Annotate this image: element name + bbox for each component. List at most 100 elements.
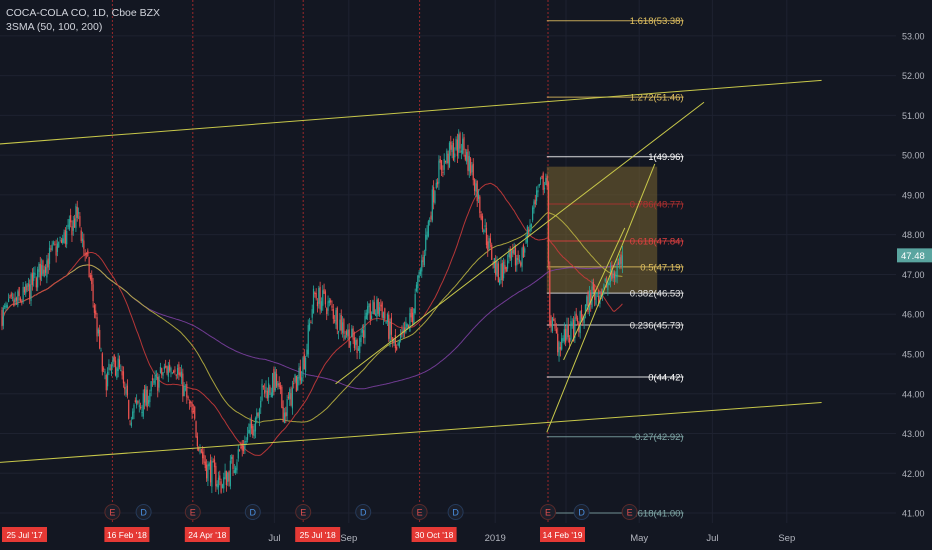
candle-body [454, 153, 456, 158]
event-marker-label: D [250, 508, 257, 518]
candle-body [405, 321, 407, 333]
candle-body [264, 390, 266, 394]
candle-body [322, 290, 324, 306]
candle-body [431, 189, 433, 221]
dividend-marker[interactable] [573, 504, 590, 520]
sma-100-line [1, 212, 623, 423]
date-label: 24 Apr '18 [188, 530, 226, 540]
candle-body [555, 329, 557, 334]
trendline-channel-upper[interactable] [0, 79, 822, 149]
event-marker-label: D [578, 508, 585, 518]
candle-body [56, 243, 59, 252]
candle-body [371, 315, 373, 320]
candle-body [39, 263, 41, 280]
candle-body [161, 368, 163, 375]
candle-body [27, 283, 29, 287]
candle-body [440, 160, 443, 171]
candle-body [215, 465, 217, 487]
candle-body [146, 389, 148, 408]
candle-body [93, 305, 95, 313]
candle-body [92, 284, 94, 302]
candle-body [398, 340, 400, 347]
candle-body [121, 370, 123, 376]
candle-body [250, 420, 253, 429]
earnings-marker[interactable] [621, 504, 638, 520]
date-label-bg [104, 527, 150, 542]
candle-body [571, 322, 573, 324]
chart-legend: COCA-COLA CO, 1D, Cboe BZX 3SMA (50, 100… [6, 6, 160, 34]
trendline-wedge-lower[interactable] [546, 163, 656, 433]
candle-body [107, 371, 109, 387]
candle-body [512, 249, 514, 254]
sma-50-line [1, 182, 623, 456]
candle-body [254, 418, 257, 432]
candle-body [240, 446, 242, 449]
trendlines[interactable] [0, 79, 822, 467]
date-label-bg [184, 527, 230, 542]
candle-body [572, 319, 575, 342]
candle-body [302, 357, 304, 377]
dividend-marker[interactable] [355, 504, 372, 520]
candle-body [310, 322, 312, 324]
candle-body [312, 288, 315, 314]
candle-body [434, 191, 436, 203]
candle-body [437, 181, 439, 185]
candle-body [530, 223, 532, 227]
price-tick-label: 47.00 [902, 270, 925, 280]
candle-body [175, 374, 177, 376]
candle-body [51, 244, 53, 250]
symbol-title[interactable]: COCA-COLA CO, 1D, Cboe BZX [6, 7, 161, 19]
candle-body [70, 215, 72, 223]
event-marker-label: D [140, 508, 147, 518]
fib-retracement[interactable]: 1.618(53.38) 1.272(51.46) 1(49.96) 0.786(48… [546, 16, 684, 520]
indicator-title[interactable]: 3SMA (50, 100, 200) [6, 21, 103, 33]
candle-body [598, 295, 600, 304]
earnings-marker[interactable] [184, 504, 201, 520]
candle-body [542, 173, 544, 190]
candle-body [496, 260, 498, 277]
candle-body [340, 314, 342, 331]
candle-body [299, 366, 301, 381]
candle-body [386, 314, 389, 322]
time-tick-label: Sep [340, 533, 357, 544]
candle-body [566, 324, 568, 340]
price-tick-label: 52.00 [902, 71, 925, 81]
candle-body [167, 366, 169, 377]
candle-body [91, 275, 93, 285]
earnings-marker[interactable] [104, 504, 121, 520]
candle-body [153, 381, 155, 383]
candle-body [83, 240, 85, 249]
candle-body [497, 263, 499, 283]
dividend-marker[interactable] [135, 504, 152, 520]
candle-body [96, 317, 98, 337]
dividend-marker[interactable] [244, 504, 261, 520]
candle-body [396, 346, 398, 350]
candle-body [55, 246, 57, 256]
candle-body [14, 297, 16, 303]
candle-body [256, 412, 258, 419]
earnings-marker[interactable] [540, 504, 556, 520]
candle-body [80, 230, 82, 242]
trendline-rising-support[interactable] [335, 101, 705, 385]
candle-body [199, 450, 201, 453]
candle-body [105, 375, 107, 391]
trendline-wedge-upper[interactable] [563, 227, 626, 361]
candle-body [182, 373, 184, 397]
candle-body [344, 335, 346, 339]
fib-level-label: 0.5(47.19) [640, 262, 683, 273]
candle-body [448, 142, 451, 168]
candle-body [19, 298, 22, 302]
price-axis[interactable]: 53.00 52.00 51.00 50.00 49.00 48.00 47.00 46.00… [896, 0, 932, 550]
candle-body [543, 187, 546, 190]
candle-body [143, 389, 146, 403]
candle-body [166, 366, 168, 374]
trendline-channel-lower[interactable] [0, 402, 822, 467]
earnings-marker[interactable] [411, 504, 428, 520]
dividend-marker[interactable] [447, 504, 464, 520]
earnings-marker[interactable] [295, 504, 312, 520]
candle-body [253, 429, 255, 437]
fib-level-label: 0.382(46.53) [630, 289, 684, 300]
